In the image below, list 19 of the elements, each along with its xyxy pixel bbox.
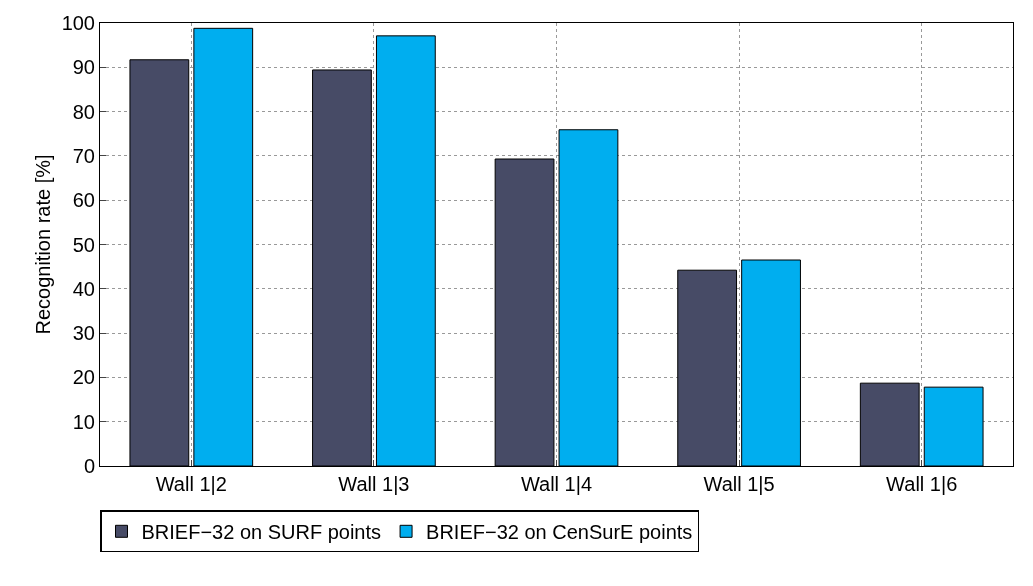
y-tick-label: 70: [72, 144, 95, 167]
y-tick-label: 10: [72, 410, 95, 433]
y-tick-label: 100: [61, 12, 95, 34]
y-tick-label: 30: [72, 322, 95, 345]
x-tick-label: Wall 1|4: [520, 473, 593, 495]
y-tick-label: 0: [83, 455, 95, 477]
y-tick-label: 80: [72, 100, 95, 123]
x-tick-label: Wall 1|3: [338, 473, 410, 495]
y-tick-label: 40: [72, 277, 95, 300]
legend-label: BRIEF−32 on CenSurE points: [426, 521, 693, 544]
x-tick-label: Wall 1|6: [886, 473, 958, 495]
y-axis-title: Recognition rate [%]: [32, 154, 54, 335]
y-tick-label: 90: [72, 56, 95, 79]
y-tick-label: 60: [72, 189, 95, 212]
x-tick-label: Wall 1|2: [155, 473, 227, 495]
y-tick-label: 50: [72, 233, 95, 256]
legend-label: BRIEF−32 on SURF points: [141, 521, 382, 544]
x-tick-label: Wall 1|5: [703, 473, 775, 495]
y-tick-label: 20: [72, 366, 95, 389]
